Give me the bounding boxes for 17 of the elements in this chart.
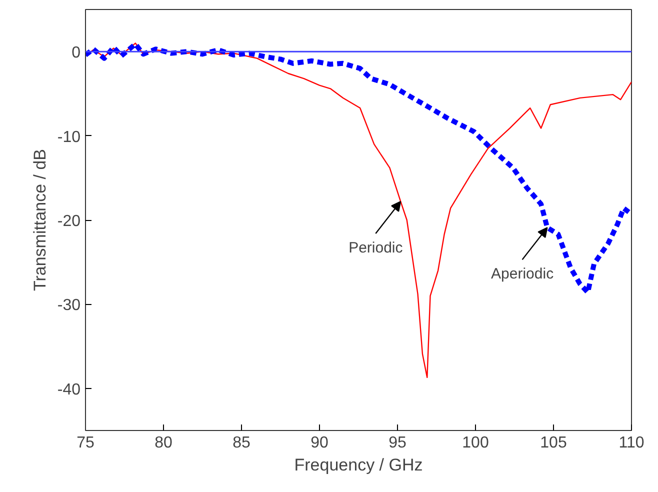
- x-tick-label: 80: [154, 434, 172, 452]
- y-tick-label: -30: [57, 297, 81, 314]
- x-axis-title: Frequency / GHz: [294, 456, 423, 474]
- y-tick-label: -10: [57, 128, 81, 146]
- y-tick-label: -40: [57, 381, 81, 398]
- x-tick-label: 110: [618, 434, 644, 452]
- x-tick-label: 95: [388, 434, 406, 452]
- x-tick-label: 75: [76, 434, 94, 452]
- x-tick-label: 85: [232, 434, 250, 452]
- x-tick-label: 90: [310, 434, 328, 452]
- annotation: Periodic: [348, 239, 404, 256]
- y-tick-label: -20: [57, 213, 81, 230]
- x-tick-label: 105: [540, 434, 567, 452]
- y-tick-label: 0: [72, 44, 81, 62]
- annotation: Aperiodic: [491, 266, 554, 283]
- x-tick-label: 100: [462, 434, 489, 452]
- y-axis-title: Transmittance / dB: [30, 148, 50, 292]
